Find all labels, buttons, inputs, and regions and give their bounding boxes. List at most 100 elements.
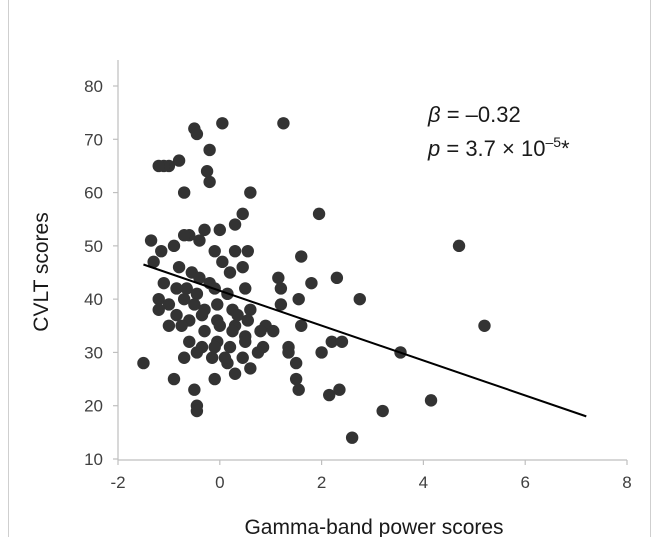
p-annotation: p = 3.7 × 10–5* — [427, 134, 570, 161]
scatter-point — [292, 292, 305, 306]
scatter-point — [198, 324, 211, 338]
scatter-point — [292, 383, 305, 396]
scatter-point — [170, 282, 183, 295]
scatter-point — [162, 319, 176, 332]
scatter-point — [190, 346, 204, 359]
x-tick-label: 2 — [317, 473, 326, 492]
scatter-point — [188, 298, 201, 311]
scatter-point — [323, 388, 336, 402]
scatter-point — [228, 218, 242, 231]
axes-layer: 10 20 30 40 50 60 70 80 -2 0 2 4 6 8 — [84, 60, 632, 492]
scatter-point — [162, 298, 176, 311]
scatter-point — [251, 346, 265, 359]
x-tick-label: -2 — [110, 473, 125, 492]
scatter-point — [208, 372, 221, 386]
y-tick-label: 50 — [84, 237, 103, 256]
p-symbol: p — [427, 136, 440, 161]
p-value: = 3.7 × 10 — [440, 136, 545, 161]
y-tick-label: 60 — [84, 184, 103, 203]
scatter-point — [223, 266, 237, 279]
scatter-point — [353, 292, 366, 306]
y-axis-title: CVLT scores — [30, 212, 53, 331]
x-tick-label: 4 — [419, 473, 428, 492]
y-tick-label: 20 — [84, 397, 103, 416]
scatter-point — [152, 303, 165, 316]
beta-annotation: β = –0.32 — [427, 102, 521, 127]
scatter-point — [239, 335, 252, 348]
scatter-point — [167, 239, 181, 253]
scatter-point — [147, 255, 160, 269]
scatter-point — [330, 271, 344, 285]
scatter-point — [282, 346, 295, 359]
scatter-point — [203, 143, 216, 157]
scatter-point — [244, 186, 257, 199]
scatter-point — [333, 383, 346, 396]
scatter-point — [155, 244, 168, 258]
scatter-point — [218, 351, 232, 364]
scatter-point — [195, 308, 209, 322]
scatter-point — [177, 186, 191, 199]
scatter-point — [274, 282, 288, 295]
scatter-point — [305, 276, 318, 290]
scatter-point — [190, 404, 204, 418]
scatter-point — [216, 117, 229, 130]
scatter-point — [272, 271, 285, 285]
scatter-point — [295, 250, 308, 263]
scatter-point — [274, 298, 288, 311]
scatter-point — [376, 404, 389, 418]
scatter-point — [236, 207, 249, 221]
x-tick-label: 0 — [215, 473, 224, 492]
y-tick-label: 10 — [84, 450, 103, 469]
scatter-point — [325, 335, 338, 348]
scatter-point — [188, 383, 201, 396]
scatter-point — [175, 319, 188, 332]
scatter-point — [177, 229, 191, 242]
scatter-point — [335, 335, 349, 348]
chart-frame — [8, 0, 651, 537]
scatter-point — [183, 335, 196, 348]
scatter-point — [236, 351, 249, 364]
scatter-point — [200, 165, 214, 178]
scatter-point — [213, 319, 226, 332]
scatter-point — [193, 234, 206, 247]
y-tick-label: 70 — [84, 130, 103, 149]
scatter-point — [190, 127, 204, 141]
beta-symbol: β — [427, 102, 441, 127]
scatter-point — [144, 234, 158, 247]
x-axis-title: Gamma-band power scores — [244, 516, 503, 537]
scatter-point — [157, 276, 171, 290]
scatter-point — [177, 292, 191, 306]
scatter-point — [228, 244, 242, 258]
scatter-point — [203, 175, 216, 189]
scatter-point — [137, 356, 150, 370]
regression-line-layer — [143, 263, 587, 418]
scatter-point — [239, 282, 252, 295]
points-layer — [137, 117, 491, 444]
scatter-point — [312, 207, 326, 221]
scatter-point — [180, 282, 193, 295]
scatter-point — [236, 260, 249, 274]
scatter-point — [205, 351, 219, 364]
scatter-point — [152, 292, 165, 306]
scatter-point — [277, 117, 290, 130]
scatter-point — [213, 223, 226, 237]
scatter-point — [172, 154, 186, 167]
scatter-point — [244, 303, 257, 316]
scatter-point — [211, 298, 224, 311]
scatter-point — [223, 340, 237, 354]
scatter-point — [424, 394, 438, 407]
scatter-point — [241, 314, 254, 327]
scatter-point — [208, 244, 221, 258]
regression-line — [143, 263, 587, 418]
scatter-point — [289, 356, 303, 370]
scatter-point — [152, 159, 165, 173]
y-tick-label: 80 — [84, 77, 103, 96]
x-tick-label: 8 — [622, 473, 631, 492]
scatter-point — [289, 372, 303, 386]
scatter-point — [315, 346, 328, 359]
scatter-point — [172, 260, 186, 274]
scatter-point — [190, 287, 204, 301]
y-tick-label: 40 — [84, 290, 103, 309]
